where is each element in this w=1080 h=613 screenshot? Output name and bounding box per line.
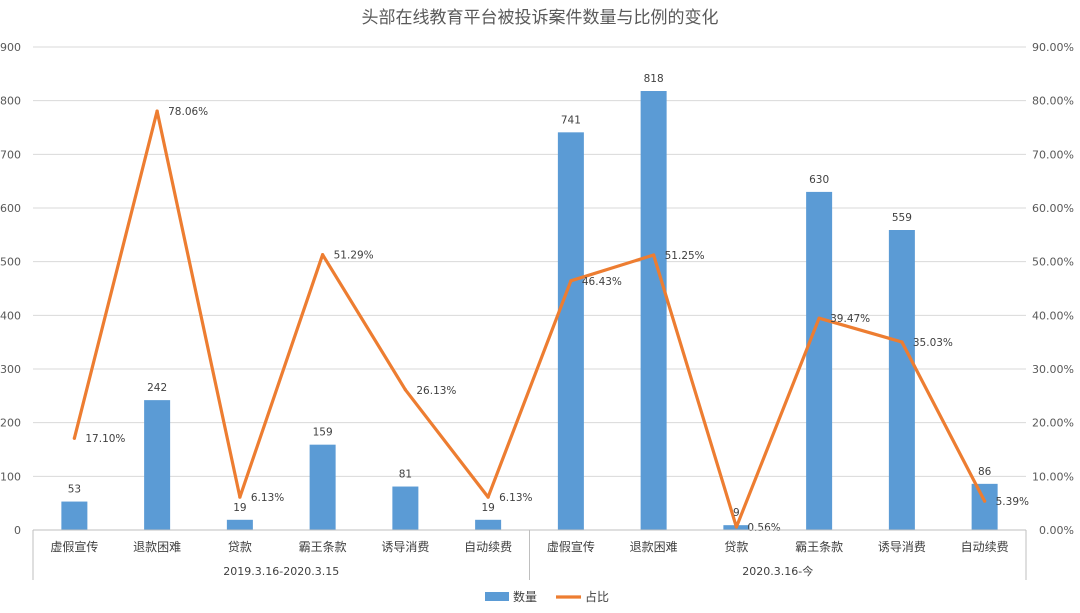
left-tick-label: 700 [0,148,21,161]
line-value-label: 35.03% [913,337,953,349]
line-value-label: 51.25% [665,250,705,262]
line-point [652,253,656,257]
legend-swatch-bar [485,592,509,601]
left-tick-label: 200 [0,417,21,430]
data-labels: 53 242 19 159 81 19 741 818 9 630 559 86 17.10% 78.06… [68,73,1029,534]
line-value-label: 5.39% [996,496,1029,508]
bar-value-label: 19 [233,502,246,514]
line-path [72,109,987,529]
left-y-axis: 0 100 200 300 400 500 600 700 800 900 [0,41,21,537]
bar-value-label: 9 [733,507,740,519]
bar [309,444,336,530]
line-point [734,525,738,529]
legend[interactable]: 数量 占比 [485,589,609,604]
line-point [569,279,573,283]
bar-value-label: 630 [809,174,829,186]
line-value-label: 51.29% [334,250,374,262]
line-value-label: 6.13% [499,492,532,504]
line-value-label: 0.56% [747,522,780,534]
right-tick-label: 90.00% [1032,41,1074,54]
left-tick-label: 300 [0,363,21,376]
bar-value-label: 19 [481,502,494,514]
category-label: 自动续费 [464,540,512,554]
line-series [72,109,987,529]
right-tick-label: 30.00% [1032,363,1074,376]
bar [888,230,915,530]
chart-title: 头部在线教育平台被投诉案件数量与比例的变化 [362,8,719,28]
bar [640,91,667,531]
bar-value-label: 242 [147,382,167,394]
line-value-label: 26.13% [416,385,456,397]
bar-value-label: 53 [68,484,81,496]
line-value-label: 39.47% [830,313,870,325]
bar-value-label: 559 [892,212,912,224]
bar [806,191,833,530]
bar-value-label: 818 [644,73,664,85]
group-label: 2020.3.16-今 [742,564,813,578]
category-label: 贷款 [228,540,252,554]
category-label: 退款困难 [133,540,181,554]
right-tick-label: 10.00% [1032,470,1074,483]
bar [971,483,998,530]
category-label: 诱导消费 [878,540,926,554]
left-tick-label: 100 [0,470,21,483]
line-point [817,316,821,320]
category-label: 自动续费 [961,540,1009,554]
category-label: 虚假宣传 [547,539,595,554]
legend-label: 数量 [513,589,537,604]
line-point [983,499,987,503]
group-label: 2019.3.16-2020.3.15 [223,565,339,578]
right-tick-label: 20.00% [1032,417,1074,430]
right-tick-label: 40.00% [1032,309,1074,322]
bar-series [61,91,998,531]
x-axis: 虚假宣传 退款困难 贷款 霸王条款 诱导消费 自动续费 2019.3.16-2020.3.1… [32,529,1027,580]
bar [475,519,502,530]
line-point [900,340,904,344]
category-label: 霸王条款 [795,540,843,554]
line-point [155,109,159,113]
category-label: 虚假宣传 [50,539,98,554]
right-y-axis: 0.00% 10.00% 20.00% 30.00% 40.00% 50.00% 60.00… [1032,41,1074,537]
category-label: 贷款 [724,540,748,554]
category-label: 退款困难 [630,540,678,554]
bar [392,486,419,530]
bar [226,519,253,530]
line-point [72,436,76,440]
category-label: 诱导消费 [381,540,429,554]
legend-item-ratio[interactable]: 占比 [556,589,609,604]
line-point [321,253,325,257]
line-value-label: 78.06% [168,106,208,118]
legend-item-quantity[interactable]: 数量 [485,589,537,604]
line-value-label: 46.43% [582,276,622,288]
gridlines [33,46,1026,477]
line-value-label: 6.13% [251,492,284,504]
bar-value-label: 741 [561,114,581,126]
line-point [403,388,407,392]
left-tick-label: 900 [0,41,21,54]
left-tick-label: 400 [0,309,21,322]
bar [144,400,171,530]
bar-value-label: 159 [313,427,333,439]
left-tick-label: 500 [0,256,21,269]
bar-value-label: 86 [978,466,992,478]
right-tick-label: 60.00% [1032,202,1074,215]
right-tick-label: 0.00% [1039,524,1074,537]
category-label: 霸王条款 [299,540,347,554]
line-value-label: 17.10% [85,433,125,445]
left-tick-label: 0 [14,524,21,537]
bar-value-label: 81 [399,469,412,481]
line-point [238,495,242,499]
right-tick-label: 80.00% [1032,95,1074,108]
bar [557,132,584,530]
line-point [486,495,490,499]
bar [61,501,88,530]
left-tick-label: 600 [0,202,21,215]
right-tick-label: 50.00% [1032,256,1074,269]
legend-label: 占比 [585,589,609,604]
right-tick-label: 70.00% [1032,148,1074,161]
left-tick-label: 800 [0,95,21,108]
